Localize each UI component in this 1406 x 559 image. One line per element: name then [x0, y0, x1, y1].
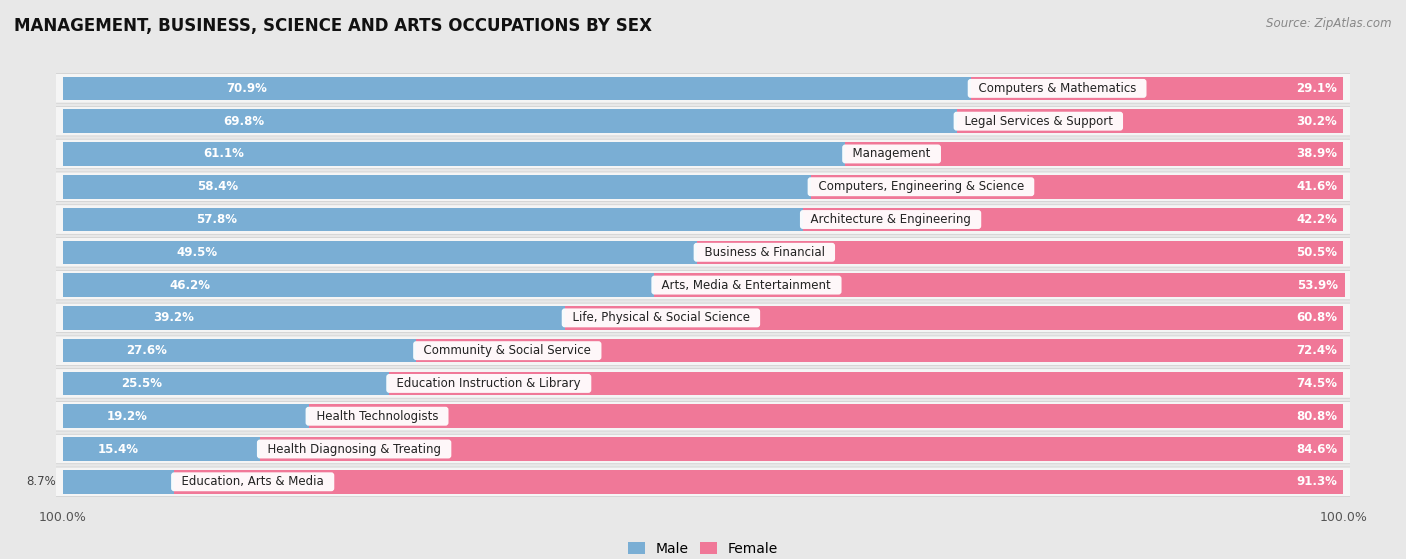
Bar — [956, 110, 1343, 133]
Text: Education, Arts & Media: Education, Arts & Media — [174, 475, 332, 489]
Bar — [63, 77, 970, 100]
Text: 80.8%: 80.8% — [1296, 410, 1337, 423]
Text: 58.4%: 58.4% — [197, 180, 239, 193]
FancyBboxPatch shape — [20, 238, 1386, 267]
Bar — [803, 208, 1343, 231]
FancyBboxPatch shape — [20, 369, 1386, 398]
Text: Education Instruction & Library: Education Instruction & Library — [389, 377, 588, 390]
Text: 39.2%: 39.2% — [153, 311, 194, 324]
Bar — [63, 437, 260, 461]
Bar — [970, 77, 1343, 100]
Text: Health Diagnosing & Treating: Health Diagnosing & Treating — [260, 443, 449, 456]
Text: 91.3%: 91.3% — [1296, 475, 1337, 489]
Bar — [654, 273, 1344, 297]
Bar — [811, 175, 1343, 198]
Bar — [63, 142, 845, 166]
Text: 38.9%: 38.9% — [1296, 148, 1337, 160]
FancyBboxPatch shape — [20, 336, 1386, 366]
Text: 61.1%: 61.1% — [204, 148, 245, 160]
Text: 60.8%: 60.8% — [1296, 311, 1337, 324]
Text: Source: ZipAtlas.com: Source: ZipAtlas.com — [1267, 17, 1392, 30]
FancyBboxPatch shape — [20, 303, 1386, 333]
Bar — [63, 240, 696, 264]
Text: Management: Management — [845, 148, 938, 160]
Text: Architecture & Engineering: Architecture & Engineering — [803, 213, 979, 226]
FancyBboxPatch shape — [20, 139, 1386, 169]
Text: 25.5%: 25.5% — [121, 377, 163, 390]
Bar — [696, 240, 1343, 264]
Text: Business & Financial: Business & Financial — [696, 246, 832, 259]
Text: 46.2%: 46.2% — [169, 278, 209, 292]
Text: 74.5%: 74.5% — [1296, 377, 1337, 390]
Bar — [565, 306, 1343, 330]
Bar — [63, 208, 803, 231]
Text: 15.4%: 15.4% — [98, 443, 139, 456]
Bar — [63, 110, 956, 133]
Text: Legal Services & Support: Legal Services & Support — [956, 115, 1121, 127]
Text: 42.2%: 42.2% — [1296, 213, 1337, 226]
Text: Computers & Mathematics: Computers & Mathematics — [970, 82, 1143, 95]
FancyBboxPatch shape — [20, 401, 1386, 431]
FancyBboxPatch shape — [20, 205, 1386, 234]
Text: MANAGEMENT, BUSINESS, SCIENCE AND ARTS OCCUPATIONS BY SEX: MANAGEMENT, BUSINESS, SCIENCE AND ARTS O… — [14, 17, 652, 35]
Text: 30.2%: 30.2% — [1296, 115, 1337, 127]
FancyBboxPatch shape — [20, 172, 1386, 201]
Bar — [308, 404, 1343, 428]
Text: 50.5%: 50.5% — [1296, 246, 1337, 259]
Text: 29.1%: 29.1% — [1296, 82, 1337, 95]
Text: 49.5%: 49.5% — [177, 246, 218, 259]
Bar — [63, 372, 389, 395]
Bar — [845, 142, 1343, 166]
Bar — [174, 470, 1343, 494]
Bar — [63, 175, 811, 198]
Bar — [389, 372, 1343, 395]
Text: Life, Physical & Social Science: Life, Physical & Social Science — [565, 311, 758, 324]
FancyBboxPatch shape — [20, 271, 1386, 300]
Bar — [63, 339, 416, 362]
Text: 84.6%: 84.6% — [1296, 443, 1337, 456]
Bar — [260, 437, 1343, 461]
Text: 72.4%: 72.4% — [1296, 344, 1337, 357]
Bar — [416, 339, 1343, 362]
FancyBboxPatch shape — [20, 106, 1386, 136]
Text: 19.2%: 19.2% — [107, 410, 148, 423]
Bar — [63, 273, 654, 297]
Text: 53.9%: 53.9% — [1298, 278, 1339, 292]
Text: Arts, Media & Entertainment: Arts, Media & Entertainment — [654, 278, 838, 292]
Bar — [63, 306, 565, 330]
Text: Computers, Engineering & Science: Computers, Engineering & Science — [811, 180, 1032, 193]
Text: 57.8%: 57.8% — [195, 213, 236, 226]
FancyBboxPatch shape — [20, 74, 1386, 103]
Text: 70.9%: 70.9% — [226, 82, 267, 95]
Legend: Male, Female: Male, Female — [623, 537, 783, 559]
FancyBboxPatch shape — [20, 434, 1386, 464]
Text: 27.6%: 27.6% — [127, 344, 167, 357]
Text: 69.8%: 69.8% — [224, 115, 264, 127]
Text: 41.6%: 41.6% — [1296, 180, 1337, 193]
Text: 8.7%: 8.7% — [27, 475, 56, 489]
Text: Community & Social Service: Community & Social Service — [416, 344, 599, 357]
Bar — [63, 470, 174, 494]
FancyBboxPatch shape — [20, 467, 1386, 496]
Text: Health Technologists: Health Technologists — [308, 410, 446, 423]
Bar — [63, 404, 308, 428]
